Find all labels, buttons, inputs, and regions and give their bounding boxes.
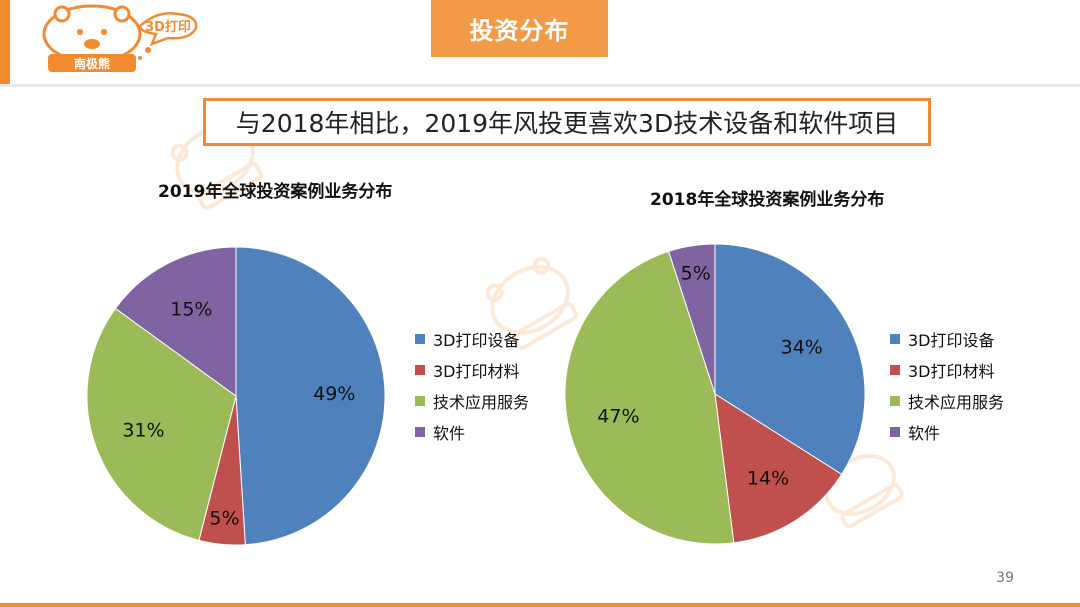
pie-slice-软件	[114, 246, 237, 397]
pie-data-label: 14%	[747, 468, 789, 490]
logo-name: 南极熊	[74, 56, 110, 71]
subtitle-box: 与2018年相比，2019年风投更喜欢3D技术设备和软件项目	[203, 98, 931, 146]
watermark-bear-shape-2	[485, 256, 579, 350]
page-number: 39	[996, 570, 1014, 586]
legend-item: 3D打印材料	[415, 354, 529, 385]
header-divider	[0, 84, 1080, 87]
pie-slice-3D打印材料	[714, 393, 843, 544]
legend-item: 软件	[890, 416, 1004, 447]
pie-data-label: 49%	[313, 383, 355, 405]
legend-label: 3D打印材料	[908, 361, 995, 381]
legend-item: 3D打印设备	[890, 323, 1004, 354]
pie-data-label: 5%	[681, 263, 711, 285]
pie-slice-技术应用服务	[86, 307, 237, 541]
page-title: 投资分布	[431, 0, 608, 57]
pie-data-label: 34%	[781, 336, 823, 358]
legend-item: 技术应用服务	[415, 385, 529, 416]
chart-2019-title: 2019年全球投资案例业务分布	[158, 182, 393, 202]
pie-data-label: 15%	[170, 298, 212, 320]
legend-swatch	[415, 395, 425, 406]
legend-label: 技术应用服务	[908, 392, 1005, 412]
bottom-accent-bar	[0, 603, 1080, 607]
pie-data-label: 5%	[209, 508, 239, 530]
chart-2018-title: 2018年全球投资案例业务分布	[650, 190, 885, 210]
logo: 南极熊 3D打印	[42, 4, 198, 72]
legend-item: 软件	[415, 416, 529, 447]
legend-2019: 3D打印设备 3D打印材料 技术应用服务 软件	[415, 323, 529, 447]
pie-data-label: 47%	[597, 406, 639, 428]
legend-swatch	[890, 426, 900, 437]
legend-item: 技术应用服务	[890, 385, 1004, 416]
legend-swatch	[415, 333, 425, 344]
legend-2018: 3D打印设备 3D打印材料 技术应用服务 软件	[890, 323, 1004, 447]
pie-data-label: 31%	[122, 419, 164, 441]
legend-swatch	[890, 333, 900, 344]
legend-swatch	[415, 364, 425, 375]
legend-item: 3D打印设备	[415, 323, 529, 354]
pie-slice-软件	[668, 243, 716, 395]
pie-slice-3D打印设备	[235, 246, 386, 546]
legend-swatch	[890, 364, 900, 375]
legend-swatch	[890, 395, 900, 406]
legend-swatch	[415, 426, 425, 437]
legend-label: 技术应用服务	[433, 392, 530, 412]
legend-label: 3D打印材料	[433, 361, 520, 381]
pie-slice-技术应用服务	[564, 250, 735, 545]
legend-label: 3D打印设备	[433, 330, 520, 350]
legend-label: 软件	[433, 423, 466, 443]
logo-badge: 3D打印	[145, 19, 191, 35]
left-accent-bar	[0, 0, 10, 86]
legend-label: 软件	[908, 423, 941, 443]
legend-item: 3D打印材料	[890, 354, 1004, 385]
legend-label: 3D打印设备	[908, 330, 995, 350]
pie-slice-3D打印设备	[714, 243, 866, 476]
